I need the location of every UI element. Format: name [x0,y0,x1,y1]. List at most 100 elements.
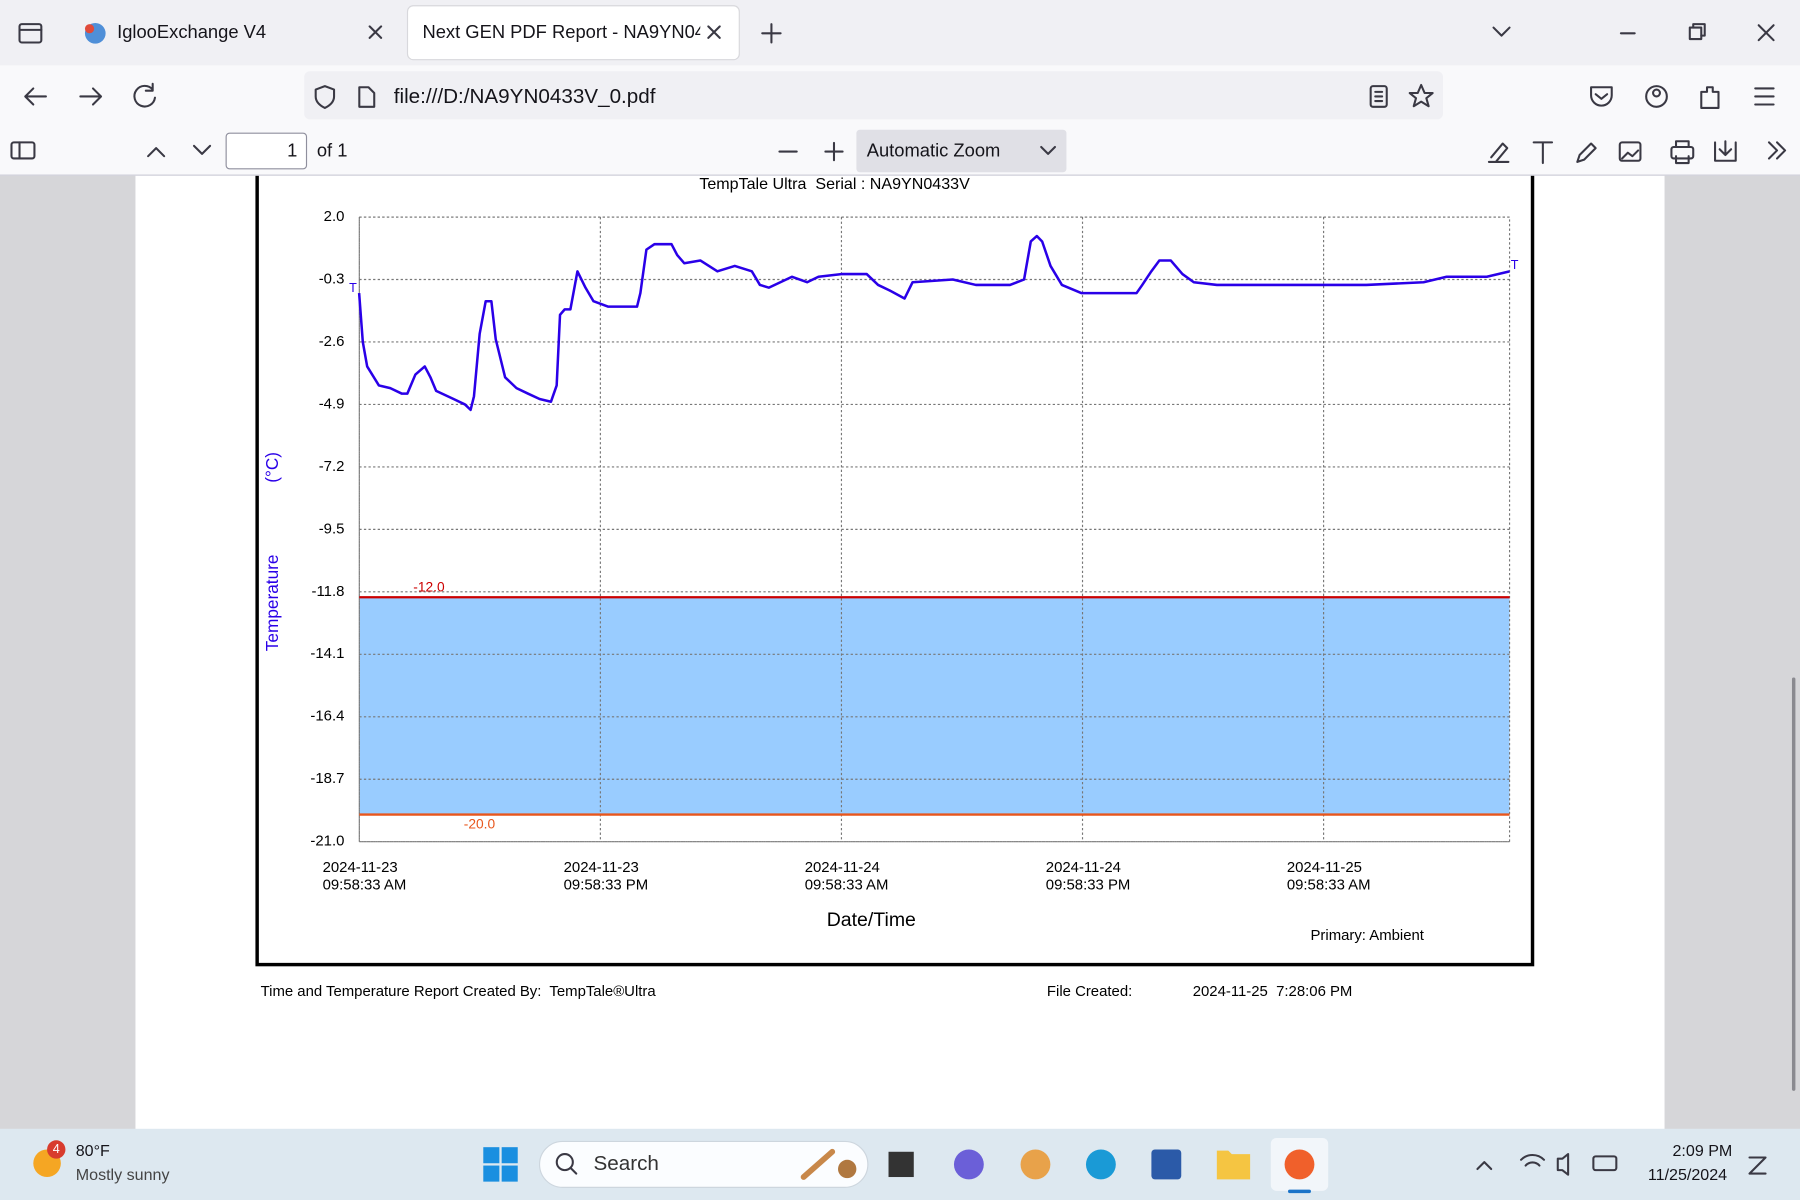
tab-active[interactable]: Next GEN PDF Report - NA9YN043 [406,5,740,61]
highlight-tool[interactable] [1487,142,1510,163]
bookmark-star[interactable] [1408,83,1434,108]
y-tick-label: -7.2 [319,458,345,475]
pocket-icon[interactable] [1590,86,1613,107]
edge-app[interactable] [1085,1149,1116,1180]
scrollbar[interactable] [1791,677,1796,1091]
x-tick-date: 2024-11-24 [805,859,880,876]
tab-close[interactable] [368,25,383,39]
tab-background [406,5,740,61]
tray-expand[interactable] [1476,1161,1493,1171]
x-tick-date: 2024-11-24 [1046,859,1121,876]
menu-button[interactable] [1754,87,1775,106]
page-count: of 1 [317,139,348,160]
footer-file-created-label: File Created: [1047,983,1132,1000]
tab-bar [0,0,1800,66]
close-window[interactable] [1757,24,1775,42]
account-icon[interactable] [1645,85,1668,108]
search-box[interactable] [538,1140,869,1188]
chart: 2.0 -0.3 -2.6 -4.9 -7.2 -9.5 -11.8 -14.1 -16.4 -1… [255,136,1535,967]
more-tools[interactable] [1767,141,1787,160]
text-tool[interactable] [1532,141,1554,165]
clock-time[interactable]: 2:09 PM [1673,1142,1733,1160]
tab-list-icon[interactable] [18,23,43,44]
reader-view[interactable] [1369,85,1388,108]
tab-title: Next GEN PDF Report - NA9YN043 [422,21,715,42]
image-tool[interactable] [1618,141,1642,162]
search-icon [555,1153,578,1175]
previous-page[interactable] [147,147,166,158]
weather-badge [47,1140,66,1159]
url-field[interactable] [304,71,1443,120]
y-tick-label: -2.6 [319,333,345,350]
tab[interactable]: IglooExchange V4 [84,21,383,44]
battery-icon[interactable] [1592,1155,1618,1172]
temperature-line [357,234,1510,412]
weather-temperature: 80°F [76,1142,110,1160]
page-number[interactable]: 1 [287,139,297,160]
url-text[interactable]: file:///D:/NA9YN0433V_0.pdf [394,85,656,108]
file-icon [358,86,376,108]
sidebar-toggle[interactable] [10,141,36,160]
new-tab-button[interactable] [761,23,782,44]
y-tick-label: -16.4 [310,708,344,725]
x-tick-time: 09:58:33 AM [805,876,889,893]
x-tick-date: 2024-11-23 [323,859,398,876]
store-app[interactable] [1151,1149,1182,1180]
zoom-select[interactable] [856,129,1067,173]
back-button[interactable] [24,87,47,106]
extensions-icon[interactable] [1700,86,1720,109]
shield-icon[interactable] [314,85,336,109]
search-placeholder[interactable]: Search [593,1152,658,1175]
weather-widget[interactable]: 4 80°F Mostly sunny [33,1140,169,1184]
clock-date[interactable]: 11/25/2024 [1648,1166,1727,1184]
limit-label: -20.0 [464,817,496,832]
start-button[interactable] [483,1147,518,1182]
zoom-in[interactable] [824,141,844,162]
start-marker: T [349,281,357,295]
y-tick-label: -18.7 [310,770,344,787]
y-tick-label: -21.0 [310,833,344,850]
x-tick-time: 09:58:33 AM [1287,876,1371,893]
weather-condition: Mostly sunny [76,1166,170,1184]
y-tick-label: -14.1 [310,645,344,662]
taskview-app[interactable] [888,1151,914,1178]
wifi-icon[interactable] [1520,1153,1546,1167]
limit-label: -12.0 [413,580,445,595]
save-button[interactable] [1714,140,1737,162]
zoom-label[interactable]: Automatic Zoom [867,139,1001,160]
x-tick-date: 2024-11-25 [1287,859,1362,876]
reload-button[interactable] [133,82,157,108]
end-marker: T [1511,258,1519,272]
zoom-caret [1040,145,1057,155]
restore[interactable] [1688,23,1706,41]
next-page[interactable] [192,144,212,155]
tab-close[interactable] [707,25,721,39]
y-tick-label: -9.5 [319,520,345,537]
x-tick-time: 09:58:33 PM [1046,876,1131,893]
firefox-app[interactable] [1284,1149,1315,1180]
x-axis-label: Date/Time [827,909,916,931]
tab-overflow[interactable] [1492,26,1511,37]
y-axis-label: Temperature [262,555,282,652]
tab-title: IglooExchange V4 [117,21,266,42]
tab-favicon-badge [84,24,95,34]
print-button[interactable] [1670,140,1695,165]
y-tick-label: -11.8 [312,583,345,600]
explorer-app[interactable] [1216,1150,1251,1180]
copilot-app[interactable] [1020,1149,1051,1180]
x-tick-time: 09:58:33 AM [323,876,407,893]
notifications-icon[interactable] [1748,1156,1767,1175]
y-tick-label: -0.3 [319,270,345,287]
y-tick-label: 2.0 [324,208,345,225]
volume-icon[interactable] [1556,1153,1570,1176]
draw-tool[interactable] [1576,142,1597,163]
weather-badge-count: 4 [53,1142,60,1156]
acceptable-range-band [359,597,1510,815]
forward-button[interactable] [79,87,103,106]
y-axis-unit: (°C) [262,452,282,483]
teams-app[interactable] [953,1149,984,1180]
legend-label: Primary: Ambient [1310,927,1424,944]
page-input[interactable] [225,132,308,170]
